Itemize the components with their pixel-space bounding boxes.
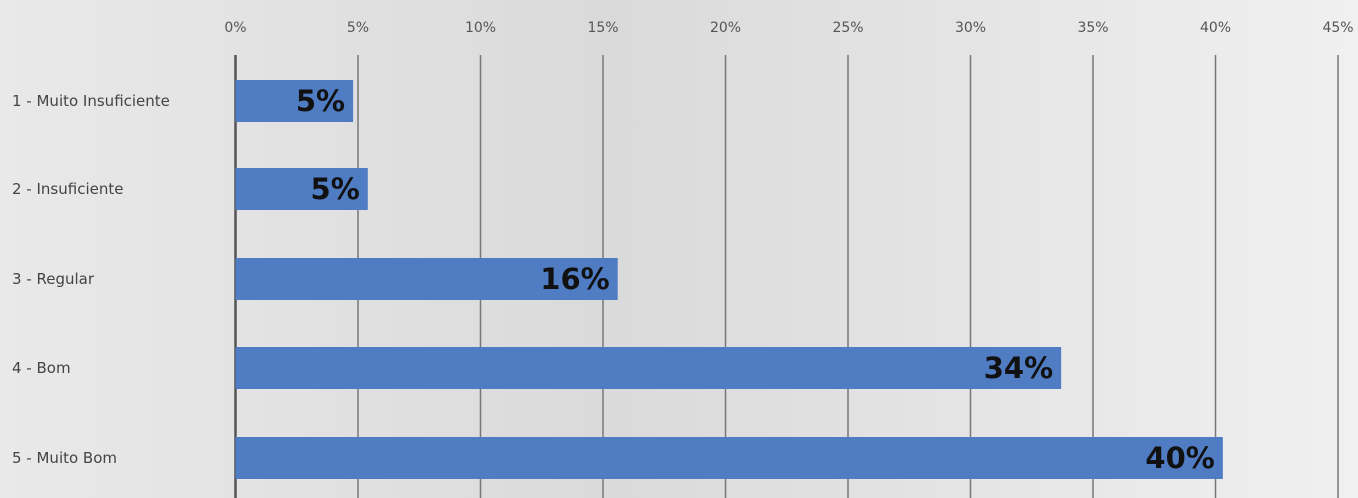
data-label: 16% — [540, 262, 609, 296]
x-tick-label: 35% — [1077, 20, 1108, 36]
bar — [235, 168, 368, 210]
bar — [235, 437, 1223, 479]
x-tick-label: 45% — [1322, 20, 1353, 36]
x-tick-label: 5% — [347, 20, 369, 36]
x-axis-tick-labels: 0% 5% 10% 15% 20% 25% 30% 35% 40% 45% — [224, 20, 1353, 36]
data-label: 5% — [296, 84, 345, 118]
x-tick-label: 30% — [955, 20, 986, 36]
data-label: 40% — [1145, 441, 1214, 475]
bar — [235, 347, 1062, 389]
x-tick-label: 40% — [1200, 20, 1231, 36]
data-labels: 5% 5% 16% 34% 40% — [296, 84, 1215, 475]
category-labels: 1 - Muito Insuficiente 2 - Insuficiente 3 … — [12, 92, 170, 467]
x-tick-label: 25% — [832, 20, 863, 36]
bar — [235, 258, 618, 300]
data-label: 34% — [984, 351, 1053, 385]
bar — [235, 80, 354, 122]
category-label: 1 - Muito Insuficiente — [12, 92, 170, 110]
data-label: 5% — [311, 172, 360, 206]
category-label: 5 - Muito Bom — [12, 449, 117, 467]
category-label: 2 - Insuficiente — [12, 180, 123, 198]
gridlines — [234, 55, 1339, 498]
x-tick-label: 15% — [587, 20, 618, 36]
x-tick-label: 20% — [710, 20, 741, 36]
x-tick-label: 10% — [465, 20, 496, 36]
category-label: 4 - Bom — [12, 359, 71, 377]
x-tick-label: 0% — [224, 20, 246, 36]
bars — [235, 80, 1223, 479]
category-label: 3 - Regular — [12, 270, 95, 288]
